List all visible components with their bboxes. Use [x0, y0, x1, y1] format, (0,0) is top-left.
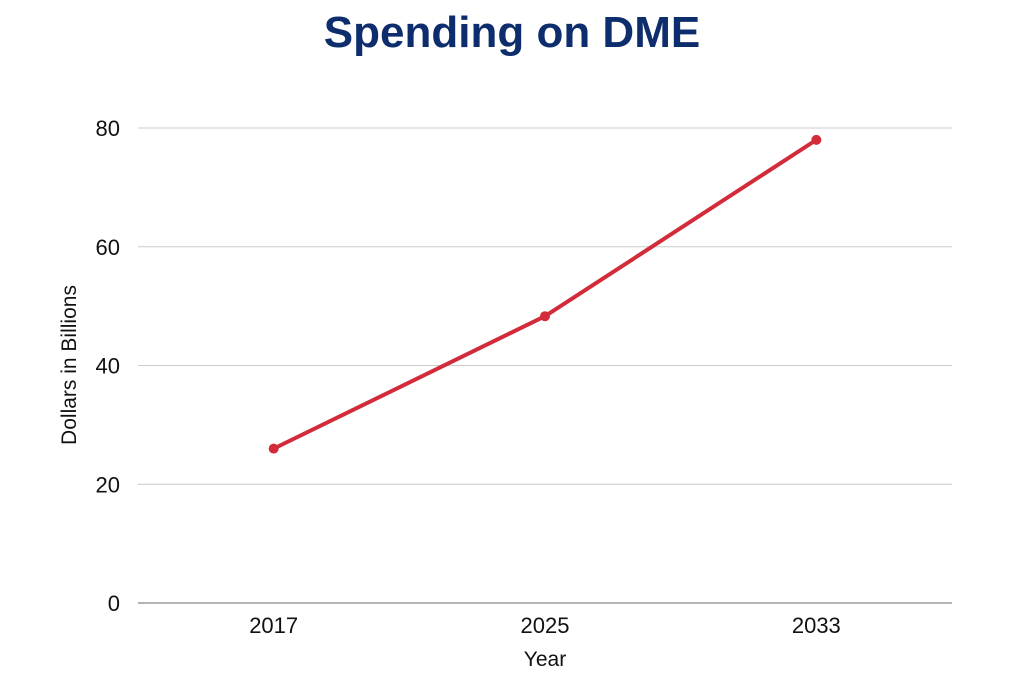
- y-tick-label: 60: [96, 235, 120, 260]
- y-axis-label: Dollars in Billions: [58, 285, 81, 445]
- data-point: [268, 443, 279, 454]
- chart-title: Spending on DME: [323, 8, 701, 57]
- grid-lines: [138, 127, 952, 604]
- x-tick-label: 2033: [792, 613, 841, 638]
- x-axis-label: Year: [524, 648, 566, 671]
- series-line: [271, 137, 819, 451]
- y-tick-label: 20: [96, 472, 120, 497]
- x-tick-label: 2025: [521, 613, 570, 638]
- y-tick-label: 0: [108, 591, 120, 616]
- data-point: [540, 311, 550, 322]
- data-point: [811, 134, 822, 145]
- y-tick-label: 80: [96, 116, 120, 141]
- y-axis-ticks: 0 20 40 60 80: [96, 116, 120, 616]
- x-axis-ticks: 2017 2025 2033: [249, 613, 841, 638]
- x-tick-label: 2017: [249, 613, 298, 638]
- series-group: [268, 134, 822, 454]
- y-tick-label: 40: [96, 354, 120, 379]
